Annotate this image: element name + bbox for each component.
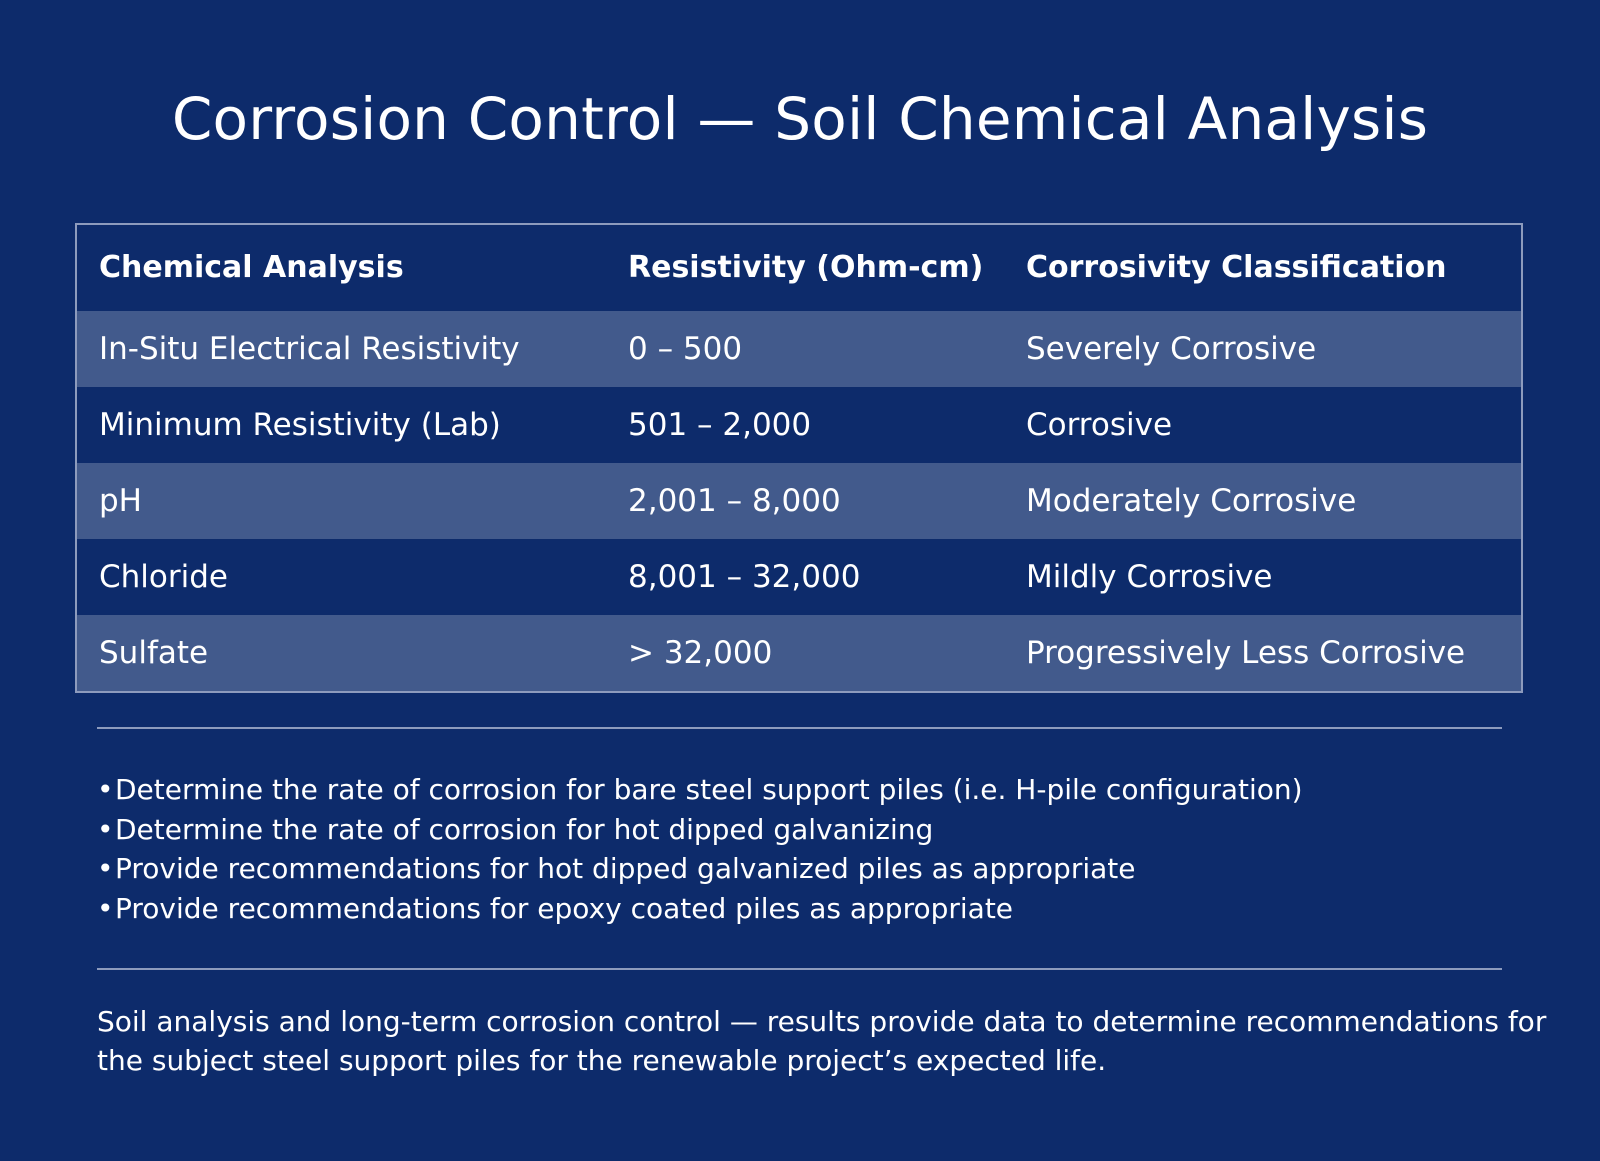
row-chemical-analysis: Chloride	[99, 559, 228, 595]
row-resistivity: 2,001 – 8,000	[628, 483, 841, 519]
bullet-marker: •	[97, 773, 114, 806]
list-item: •Determine the rate of corrosion for bar…	[97, 770, 1537, 810]
bullet-marker: •	[97, 852, 114, 885]
list-item-text: Provide recommendations for hot dipped g…	[115, 852, 1136, 885]
table-row: Chloride 8,001 – 32,000 Mildly Corrosive	[77, 539, 1521, 615]
header-corrosivity-classification: Corrosivity Classification	[1026, 250, 1447, 285]
row-chemical-analysis: Minimum Resistivity (Lab)	[99, 407, 501, 443]
list-item-text: Provide recommendations for epoxy coated…	[115, 891, 1014, 925]
table-row: Sulfate > 32,000 Progressively Less Corr…	[77, 615, 1521, 691]
table-row: pH 2,001 – 8,000 Moderately Corrosive	[77, 463, 1521, 539]
table-header-row: Chemical Analysis Resistivity (Ohm-cm) C…	[77, 225, 1521, 311]
header-resistivity: Resistivity (Ohm-cm)	[628, 250, 984, 285]
corrosivity-table: Chemical Analysis Resistivity (Ohm-cm) C…	[75, 223, 1523, 693]
row-resistivity: 501 – 2,000	[628, 407, 812, 443]
row-chemical-analysis: pH	[99, 483, 142, 519]
table-row: Minimum Resistivity (Lab) 501 – 2,000 Co…	[77, 387, 1521, 463]
list-item: •Provide recommendations for epoxy coate…	[97, 889, 1537, 929]
row-resistivity: > 32,000	[628, 635, 773, 671]
row-resistivity: 8,001 – 32,000	[628, 559, 861, 595]
objectives-list: •Determine the rate of corrosion for bar…	[97, 770, 1537, 928]
list-item-text: Determine the rate of corrosion for bare…	[115, 773, 1303, 806]
bullet-marker: •	[97, 891, 114, 925]
list-item: •Provide recommendations for hot dipped …	[97, 849, 1537, 889]
bullet-marker: •	[97, 812, 114, 846]
summary-footnote: Soil analysis and long-term corrosion co…	[97, 1005, 1547, 1077]
row-classification: Severely Corrosive	[1026, 331, 1317, 367]
row-resistivity: 0 – 500	[628, 331, 743, 367]
list-item: •Determine the rate of corrosion for hot…	[97, 810, 1537, 850]
row-classification: Progressively Less Corrosive	[1026, 635, 1466, 671]
row-chemical-analysis: In-Situ Electrical Resistivity	[99, 331, 520, 367]
page-title: Corrosion Control — Soil Chemical Analys…	[171, 85, 1429, 153]
row-classification: Corrosive	[1026, 407, 1173, 443]
table-row: In-Situ Electrical Resistivity 0 – 500 S…	[77, 311, 1521, 387]
header-chemical-analysis: Chemical Analysis	[99, 250, 404, 285]
row-chemical-analysis: Sulfate	[99, 635, 209, 671]
list-item-text: Determine the rate of corrosion for hot …	[115, 812, 934, 846]
row-classification: Moderately Corrosive	[1026, 483, 1357, 519]
row-classification: Mildly Corrosive	[1026, 559, 1273, 595]
section-divider	[97, 968, 1502, 970]
section-divider	[97, 727, 1502, 729]
